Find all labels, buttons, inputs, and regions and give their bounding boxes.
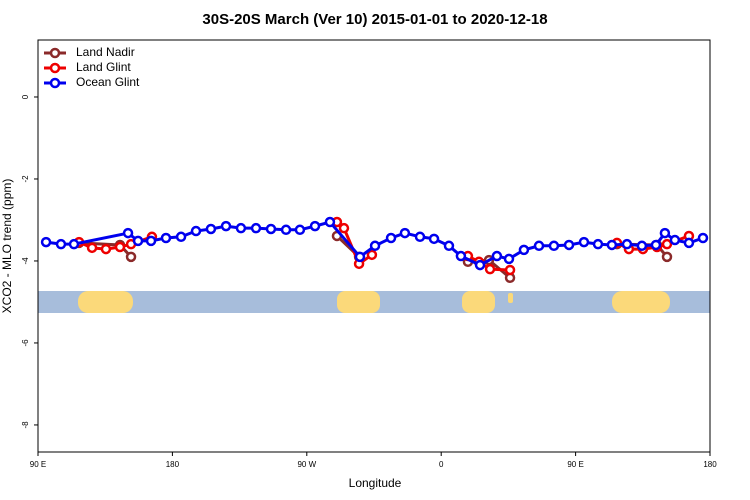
series-marker [697, 232, 709, 244]
series-marker [428, 233, 440, 245]
series-marker [205, 223, 217, 235]
x-tick-label: 90 E [30, 460, 46, 469]
x-tick-label: 0 [439, 460, 444, 469]
series-marker [503, 253, 515, 265]
series-marker [220, 220, 232, 232]
series-marker [484, 263, 496, 275]
series-marker [280, 224, 292, 236]
x-tick-label: 180 [703, 460, 717, 469]
series-marker [145, 235, 157, 247]
series-marker [548, 240, 560, 252]
series-marker [455, 250, 467, 262]
series-marker [366, 249, 378, 261]
series-marker [669, 234, 681, 246]
series-marker [68, 238, 80, 250]
series-marker [354, 251, 366, 263]
y-axis-label: XCO2 - MLO trend (ppm) [0, 179, 14, 314]
x-tick-label: 90 W [297, 460, 316, 469]
x-tick-label: 180 [166, 460, 180, 469]
series-marker [265, 223, 277, 235]
legend-marker [49, 47, 61, 59]
series-marker [309, 220, 321, 232]
series-marker [621, 238, 633, 250]
series-marker [592, 238, 604, 250]
series-marker [533, 240, 545, 252]
series-marker [100, 243, 112, 255]
legend-marker [49, 62, 61, 74]
series-marker [661, 251, 673, 263]
series-marker [125, 251, 137, 263]
series-marker [518, 244, 530, 256]
x-axis-label: Longitude [349, 476, 402, 490]
land-blob [462, 291, 495, 313]
series-marker [606, 239, 618, 251]
land-blob [508, 293, 513, 303]
legend-marker [49, 77, 61, 89]
series-marker [338, 222, 350, 234]
series-marker [474, 259, 486, 271]
series-marker [175, 231, 187, 243]
y-tick-label: -4 [21, 257, 30, 265]
series-marker [650, 239, 662, 251]
series-marker [385, 232, 397, 244]
series-marker [636, 240, 648, 252]
y-tick-label: -6 [21, 339, 30, 347]
series-marker [399, 227, 411, 239]
series-marker [132, 235, 144, 247]
series-marker [443, 240, 455, 252]
land-blob [78, 291, 133, 313]
chart-title: 30S-20S March (Ver 10) 2015-01-01 to 202… [202, 11, 547, 28]
series-marker [55, 238, 67, 250]
series-marker [114, 241, 126, 253]
series-marker [122, 227, 134, 239]
series-marker [414, 231, 426, 243]
legend-label: Land Glint [76, 60, 131, 74]
y-tick-label: 0 [21, 94, 30, 99]
land-mask-strip [38, 291, 710, 313]
series-marker [235, 222, 247, 234]
plot-frame [37, 39, 711, 453]
series-marker [369, 240, 381, 252]
series-marker [190, 225, 202, 237]
series-marker [40, 236, 52, 248]
y-tick-label: -8 [21, 421, 30, 429]
series-marker [491, 250, 503, 262]
series-marker [504, 264, 516, 276]
series-marker [659, 227, 671, 239]
series-marker [160, 232, 172, 244]
series-marker [661, 238, 673, 250]
land-blob [612, 291, 670, 313]
y-tick-label: -2 [21, 175, 30, 183]
series-marker [563, 239, 575, 251]
land-blob [337, 291, 380, 313]
series-marker [294, 224, 306, 236]
series-marker [324, 216, 336, 228]
series-marker [86, 242, 98, 254]
x-tick-label: 90 E [567, 460, 583, 469]
series-marker [578, 236, 590, 248]
legend-label: Land Nadir [76, 45, 135, 59]
series-marker [250, 222, 262, 234]
series-marker [683, 237, 695, 249]
legend-label: Ocean Glint [76, 75, 140, 89]
